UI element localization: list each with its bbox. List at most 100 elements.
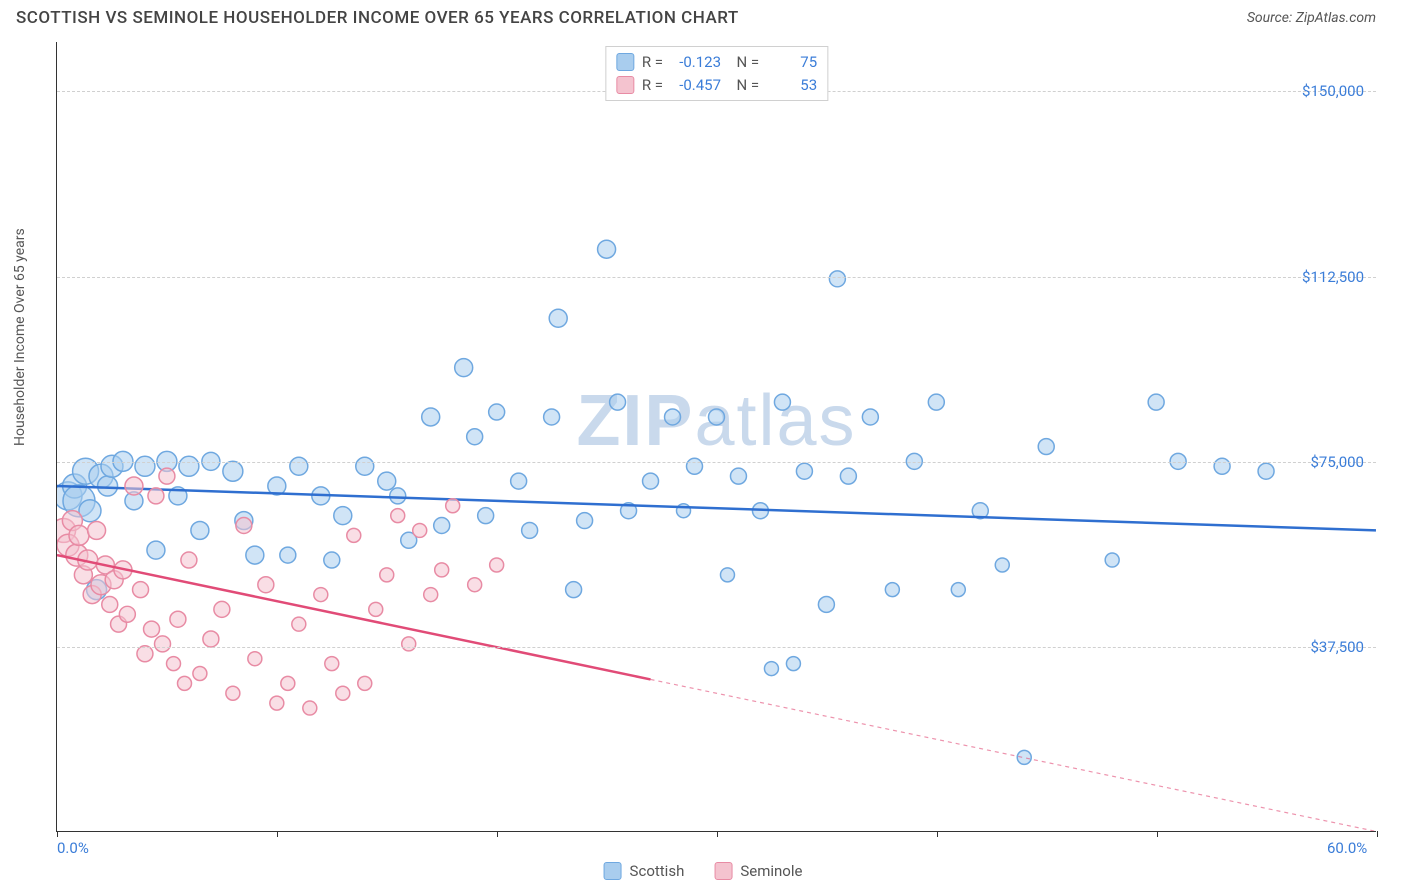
data-point xyxy=(665,409,681,425)
data-point xyxy=(290,457,308,475)
data-point xyxy=(170,611,186,627)
data-point xyxy=(708,409,724,425)
data-point xyxy=(214,601,230,617)
x-tick-mark xyxy=(277,831,278,837)
n-label: N = xyxy=(729,51,759,74)
data-point xyxy=(69,525,89,545)
data-point xyxy=(687,458,703,474)
x-tick-mark xyxy=(1377,831,1378,837)
data-point xyxy=(102,596,118,612)
data-point xyxy=(314,588,328,602)
data-point xyxy=(159,468,175,484)
data-point xyxy=(203,631,219,647)
data-point xyxy=(280,547,296,563)
data-point xyxy=(248,652,262,666)
data-point xyxy=(98,476,118,496)
n-value: 75 xyxy=(767,51,817,74)
data-point xyxy=(303,701,317,715)
data-point xyxy=(928,394,944,410)
data-point xyxy=(862,409,878,425)
legend: Scottish Seminole xyxy=(604,862,803,880)
data-point xyxy=(223,461,243,481)
data-point xyxy=(951,583,965,597)
x-tick-mark xyxy=(1157,831,1158,837)
stats-row: R = -0.123 N = 75 xyxy=(616,51,817,74)
data-point xyxy=(336,686,350,700)
data-point xyxy=(133,582,149,598)
y-tick-label: $75,000 xyxy=(1310,453,1364,471)
legend-item: Scottish xyxy=(604,862,685,880)
data-point xyxy=(511,473,527,489)
data-point xyxy=(347,528,361,542)
data-point xyxy=(292,617,306,631)
data-point xyxy=(598,240,616,258)
data-point xyxy=(135,456,155,476)
data-point xyxy=(1105,553,1119,567)
data-point xyxy=(549,309,567,327)
data-point xyxy=(369,602,383,616)
data-point xyxy=(544,409,560,425)
data-point xyxy=(236,518,252,534)
x-tick-mark xyxy=(937,831,938,837)
data-point xyxy=(356,457,374,475)
data-point xyxy=(764,662,778,676)
data-point xyxy=(522,522,538,538)
data-point xyxy=(490,558,504,572)
data-point xyxy=(125,477,143,495)
r-value: -0.123 xyxy=(671,51,721,74)
data-point xyxy=(1258,463,1274,479)
scatter-plot xyxy=(57,42,1376,831)
data-point xyxy=(885,583,899,597)
data-point xyxy=(489,404,505,420)
data-point xyxy=(325,657,339,671)
data-point xyxy=(380,568,394,582)
y-tick-label: $37,500 xyxy=(1310,638,1364,656)
data-point xyxy=(730,468,746,484)
data-point xyxy=(246,546,264,564)
data-point xyxy=(1148,394,1164,410)
data-point xyxy=(144,621,160,637)
r-label: R = xyxy=(642,74,663,97)
y-axis-label: Householder Income Over 65 years xyxy=(12,228,28,446)
data-point xyxy=(358,676,372,690)
data-point xyxy=(786,657,800,671)
data-point xyxy=(413,523,427,537)
data-point xyxy=(258,577,274,593)
x-tick-label: 60.0% xyxy=(1327,839,1367,857)
x-tick-label: 0.0% xyxy=(57,839,89,857)
data-point xyxy=(88,521,106,539)
trend-line-dashed xyxy=(651,679,1376,831)
data-point xyxy=(577,513,593,529)
data-point xyxy=(167,657,181,671)
data-point xyxy=(434,518,450,534)
data-point xyxy=(148,488,164,504)
legend-label: Scottish xyxy=(630,862,685,880)
data-point xyxy=(391,509,405,523)
r-label: R = xyxy=(642,51,663,74)
data-point xyxy=(467,429,483,445)
data-point xyxy=(455,359,473,377)
data-point xyxy=(424,588,438,602)
data-point xyxy=(435,563,449,577)
data-point xyxy=(270,696,284,710)
data-point xyxy=(402,637,416,651)
data-point xyxy=(610,394,626,410)
legend-swatch xyxy=(604,862,622,880)
data-point xyxy=(178,676,192,690)
gridline xyxy=(57,647,1376,648)
legend-swatch xyxy=(714,862,732,880)
legend-item: Seminole xyxy=(714,862,802,880)
data-point xyxy=(422,408,440,426)
y-tick-label: $112,500 xyxy=(1302,268,1364,286)
data-point xyxy=(446,499,460,513)
stats-legend-box: R =-0.123 N =75R =-0.457 N =53 xyxy=(605,46,828,101)
data-point xyxy=(181,552,197,568)
data-point xyxy=(226,686,240,700)
data-point xyxy=(840,468,856,484)
chart-area: ZIPatlas $37,500$75,000$112,500$150,000 … xyxy=(56,42,1376,832)
data-point xyxy=(774,394,790,410)
x-tick-mark xyxy=(57,831,58,837)
trend-line xyxy=(57,486,1376,530)
x-tick-mark xyxy=(717,831,718,837)
gridline xyxy=(57,277,1376,278)
